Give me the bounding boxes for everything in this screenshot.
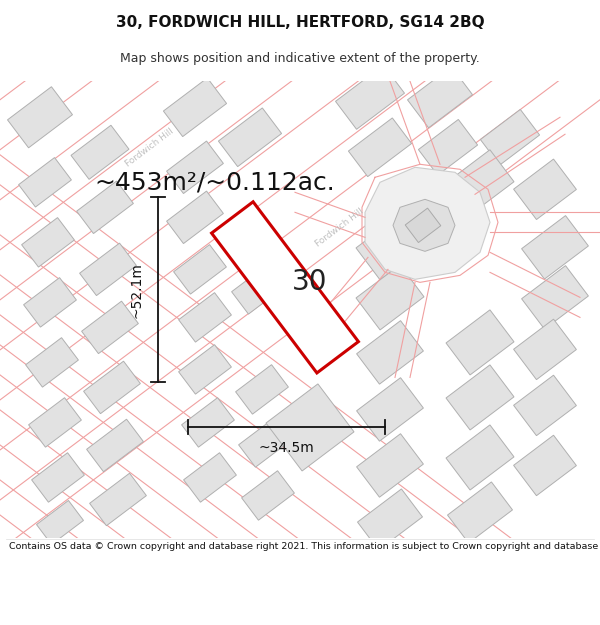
Text: ~453m²/~0.112ac.: ~453m²/~0.112ac. <box>95 170 335 194</box>
Polygon shape <box>86 419 143 472</box>
Text: Fordwich Hill: Fordwich Hill <box>124 126 176 168</box>
Text: ~52.1m: ~52.1m <box>130 262 144 318</box>
Polygon shape <box>481 109 539 165</box>
Polygon shape <box>266 384 354 471</box>
Polygon shape <box>179 292 232 342</box>
Polygon shape <box>37 501 83 544</box>
Polygon shape <box>239 418 292 467</box>
Polygon shape <box>356 215 424 280</box>
Text: Fordwich Hill: Fordwich Hill <box>314 206 366 248</box>
Polygon shape <box>407 67 472 128</box>
Polygon shape <box>218 108 281 167</box>
Polygon shape <box>77 181 133 234</box>
Polygon shape <box>521 216 589 279</box>
Polygon shape <box>232 264 284 314</box>
Polygon shape <box>356 434 424 498</box>
Polygon shape <box>514 435 577 496</box>
Polygon shape <box>514 319 577 379</box>
Polygon shape <box>167 191 223 244</box>
Polygon shape <box>446 425 514 490</box>
Polygon shape <box>184 452 236 503</box>
Polygon shape <box>514 375 577 436</box>
Text: 30: 30 <box>292 268 328 296</box>
Text: ~34.5m: ~34.5m <box>259 441 314 456</box>
Polygon shape <box>349 118 412 177</box>
Polygon shape <box>356 265 424 330</box>
Polygon shape <box>80 243 136 296</box>
Polygon shape <box>242 471 295 520</box>
Polygon shape <box>23 278 76 327</box>
Polygon shape <box>82 301 139 354</box>
Polygon shape <box>335 65 404 129</box>
Polygon shape <box>446 310 514 375</box>
Polygon shape <box>212 202 358 373</box>
Polygon shape <box>71 125 129 179</box>
Polygon shape <box>89 473 146 526</box>
Polygon shape <box>236 364 289 414</box>
Polygon shape <box>182 398 235 447</box>
Polygon shape <box>167 141 223 194</box>
Polygon shape <box>356 378 424 441</box>
Polygon shape <box>405 208 441 242</box>
Polygon shape <box>19 158 71 207</box>
Text: 30, FORDWICH HILL, HERTFORD, SG14 2BQ: 30, FORDWICH HILL, HERTFORD, SG14 2BQ <box>116 15 484 30</box>
Polygon shape <box>358 489 422 550</box>
Polygon shape <box>173 244 226 294</box>
Polygon shape <box>365 168 490 279</box>
Polygon shape <box>163 78 227 137</box>
Polygon shape <box>393 199 455 251</box>
Polygon shape <box>521 266 589 329</box>
Polygon shape <box>32 452 85 503</box>
Text: Contains OS data © Crown copyright and database right 2021. This information is : Contains OS data © Crown copyright and d… <box>9 542 600 551</box>
Polygon shape <box>418 119 478 175</box>
Polygon shape <box>26 338 79 387</box>
Polygon shape <box>356 321 424 384</box>
Polygon shape <box>8 87 73 148</box>
Polygon shape <box>446 365 514 430</box>
Polygon shape <box>179 344 232 394</box>
Polygon shape <box>448 482 512 543</box>
Polygon shape <box>446 150 514 215</box>
Polygon shape <box>83 361 140 414</box>
Polygon shape <box>514 159 577 219</box>
Polygon shape <box>29 398 82 447</box>
Polygon shape <box>22 217 74 267</box>
Text: Map shows position and indicative extent of the property.: Map shows position and indicative extent… <box>120 52 480 65</box>
